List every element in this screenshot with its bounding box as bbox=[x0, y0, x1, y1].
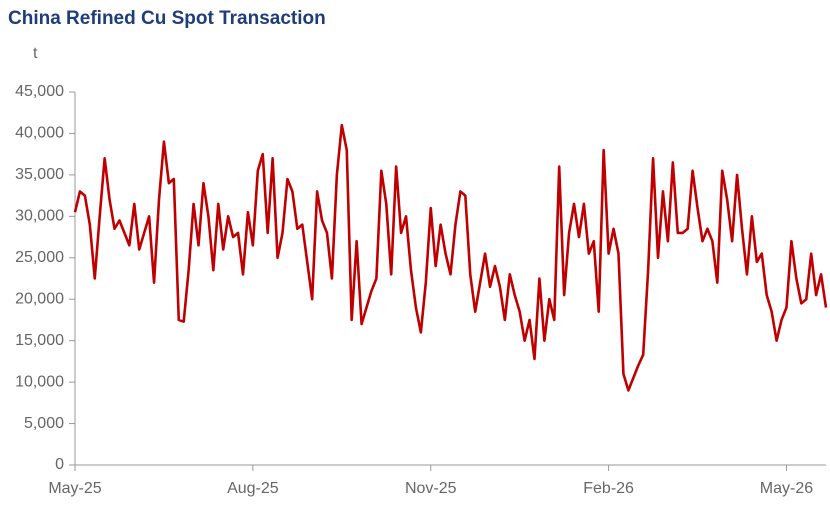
x-tick-label: May-26 bbox=[760, 480, 813, 497]
y-tick-label: 5,000 bbox=[24, 415, 64, 432]
y-tick-label: 40,000 bbox=[15, 125, 64, 142]
x-tick-label: Aug-25 bbox=[227, 480, 279, 497]
chart-title: China Refined Cu Spot Transaction bbox=[8, 8, 326, 29]
y-tick-label: 20,000 bbox=[15, 290, 64, 307]
x-tick-label: May-25 bbox=[48, 480, 101, 497]
y-tick-label: 25,000 bbox=[15, 249, 64, 266]
y-tick-label: 45,000 bbox=[15, 83, 64, 100]
y-tick-label: 15,000 bbox=[15, 332, 64, 349]
y-tick-label: 35,000 bbox=[15, 166, 64, 183]
x-tick-label: Feb-26 bbox=[583, 480, 634, 497]
y-tick-label: 30,000 bbox=[15, 208, 64, 225]
data-line bbox=[73, 123, 828, 392]
y-axis-label: t bbox=[33, 45, 38, 62]
y-tick-label: 0 bbox=[55, 456, 64, 473]
x-tick-label: Nov-25 bbox=[405, 480, 457, 497]
y-tick-label: 10,000 bbox=[15, 373, 64, 390]
